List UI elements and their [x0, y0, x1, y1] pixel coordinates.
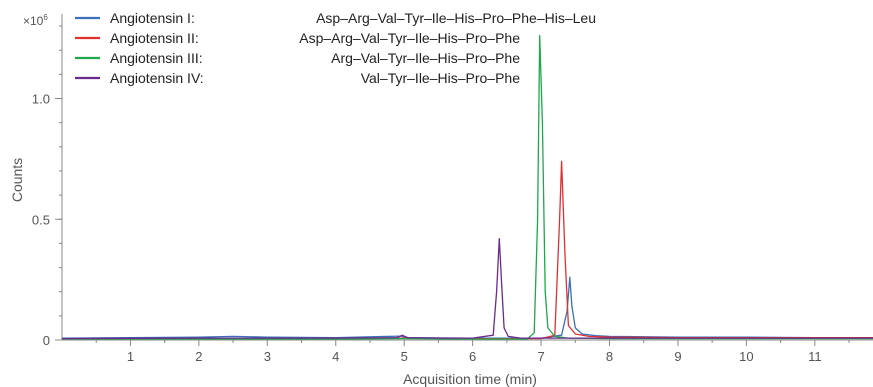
legend-label-1: Angiotensin I: [110, 10, 195, 26]
series-lines [61, 35, 873, 340]
x-tick-label: 9 [674, 349, 681, 364]
legend: Angiotensin I: Asp–Arg–Val–Tyr–Ile–His–Pr… [75, 10, 596, 86]
y-multiplier-exponent: 6 [43, 13, 48, 22]
series-line-2 [61, 160, 873, 340]
x-tick-label: 5 [401, 349, 408, 364]
y-axis-title: Counts [9, 158, 25, 202]
series-line-1 [61, 276, 873, 339]
y-tick-label: 0.5 [32, 212, 50, 227]
x-tick-label: 6 [469, 349, 476, 364]
x-tick-label: 3 [264, 349, 271, 364]
legend-sequence-2: Asp–Arg–Val–Tyr–Ile–His–Pro–Phe [299, 30, 520, 46]
y-tick-label: 0 [43, 333, 50, 348]
x-tick-label: 10 [739, 349, 753, 364]
legend-label-3: Angiotensin III: [110, 50, 203, 66]
x-tick-label: 11 [808, 349, 822, 364]
axes: 1 2 3 4 5 6 7 8 9 10 11 0 0.5 1.0 [32, 14, 873, 364]
x-tick-label: 1 [127, 349, 134, 364]
y-axis-multiplier: ×106 [23, 13, 48, 28]
y-tick-label: 1.0 [32, 92, 50, 107]
x-tick-label: 4 [332, 349, 339, 364]
x-tick-label: 7 [537, 349, 544, 364]
series-line-4 [61, 237, 873, 340]
legend-label-2: Angiotensin II: [110, 30, 199, 46]
legend-sequence-1: Asp–Arg–Val–Tyr–Ile–His–Pro–Phe–His–Leu [316, 10, 596, 26]
legend-label-4: Angiotensin IV: [110, 70, 204, 86]
y-ticks: 0 0.5 1.0 [32, 25, 62, 348]
x-ticks: 1 2 3 4 5 6 7 8 9 10 11 [95, 340, 850, 364]
x-tick-label: 8 [606, 349, 613, 364]
legend-sequence-4: Val–Tyr–Ile–His–Pro–Phe [361, 70, 520, 86]
legend-sequence-3: Arg–Val–Tyr–Ile–His–Pro–Phe [331, 50, 520, 66]
x-tick-label: 2 [195, 349, 202, 364]
x-axis-title: Acquisition time (min) [403, 371, 537, 387]
y-multiplier-base: ×10 [23, 14, 44, 28]
